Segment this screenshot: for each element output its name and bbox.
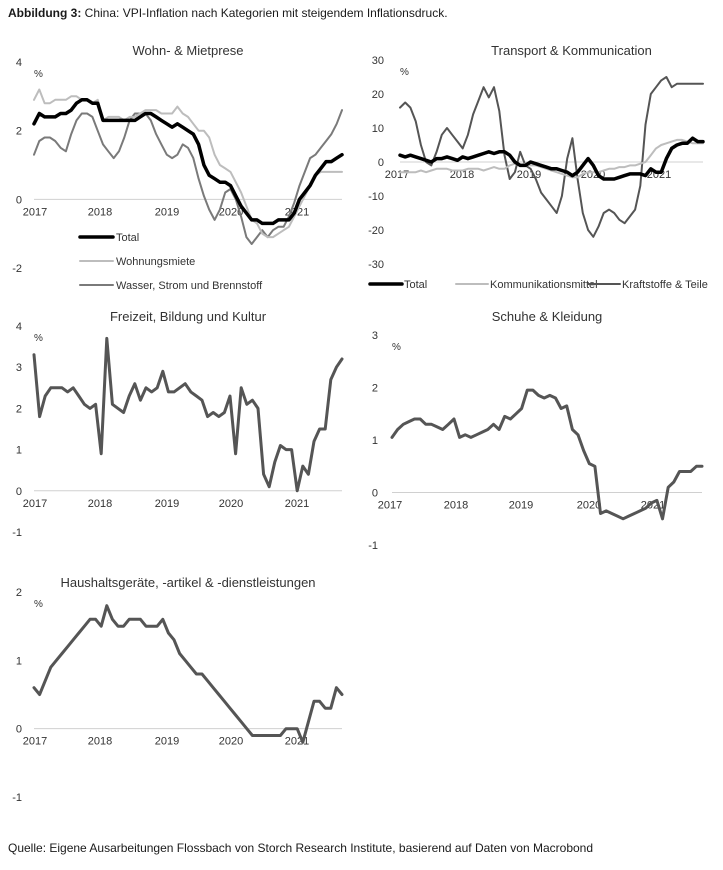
chart-transport: Transport & Kommunication 30 20 10 0 -10 -20 -3… <box>368 43 708 291</box>
x-tick-label: 2017 <box>23 736 47 748</box>
legend-label: Total <box>404 279 427 291</box>
y-tick-label: 0 <box>378 157 384 169</box>
y-tick-label: -1 <box>12 527 22 539</box>
series-line-wasser-strom-und-brennstoff <box>33 109 343 245</box>
y-tick-label: -1 <box>12 792 22 804</box>
x-tick-label: 2018 <box>88 736 112 748</box>
legend-label: Wasser, Strom und Brennstoff <box>116 280 263 292</box>
x-tick-label: 2017 <box>23 498 47 510</box>
x-tick-label: 2019 <box>155 498 179 510</box>
y-tick-label: 10 <box>372 123 384 135</box>
x-tick-label: 2018 <box>88 206 112 218</box>
series-line-total <box>32 98 344 226</box>
chart-title: Schuhe & Kleidung <box>492 309 603 324</box>
y-tick-label: -2 <box>12 263 22 275</box>
figure-title-text: China: VPI-Inflation nach Kategorien mit… <box>84 6 448 20</box>
x-tick-label: 2019 <box>155 206 179 218</box>
y-tick-label: 2 <box>16 403 22 415</box>
x-tick-label: 2020 <box>219 498 243 510</box>
y-tick-label: 2 <box>16 587 22 599</box>
x-tick-label: 2019 <box>517 169 541 181</box>
chart-title: Transport & Kommunication <box>491 43 652 58</box>
y-tick-label: 0 <box>16 486 22 498</box>
x-tick-label: 2018 <box>444 500 468 512</box>
unit-label: % <box>34 69 43 80</box>
y-tick-label: -30 <box>368 259 384 271</box>
y-tick-label: 3 <box>16 362 22 374</box>
series-line-haushalt <box>32 604 344 744</box>
x-tick-label: 2018 <box>88 498 112 510</box>
x-tick-label: 2017 <box>385 169 409 181</box>
legend-label: Wohnungsmiete <box>116 256 195 268</box>
legend-label: Kommunikationsmittel <box>490 279 598 291</box>
legend-label: Kraftstoffe & Teile <box>622 279 708 291</box>
chart-freizeit: Freizeit, Bildung und Kultur 4 3 2 1 0 -1% 2017… <box>12 309 344 539</box>
chart-title: Wohn- & Mietprese <box>132 43 243 58</box>
y-tick-label: 2 <box>372 383 378 395</box>
series-line-kraftstoffe-teile <box>399 76 704 238</box>
y-tick-label: 4 <box>16 57 22 69</box>
y-tick-label: 1 <box>16 445 22 457</box>
y-tick-label: 1 <box>372 435 378 447</box>
series-line-total <box>398 136 705 181</box>
x-tick-label: 2017 <box>23 206 47 218</box>
y-tick-label: -1 <box>368 540 378 552</box>
series-line-freizeit <box>32 336 344 493</box>
chart-title: Haushaltsgeräte, -artikel & -dienstleist… <box>60 575 315 590</box>
chart-title: Freizeit, Bildung und Kultur <box>110 309 267 324</box>
y-tick-label: -10 <box>368 191 384 203</box>
figure-label: Abbildung 3: <box>8 6 82 20</box>
chart-haushalt: Haushaltsgeräte, -artikel & -dienstleist… <box>12 575 344 804</box>
x-tick-label: 2018 <box>450 169 474 181</box>
x-tick-label: 2020 <box>577 500 601 512</box>
unit-label: % <box>392 342 401 353</box>
y-tick-label: 2 <box>16 126 22 138</box>
x-tick-label: 2019 <box>155 736 179 748</box>
x-tick-label: 2020 <box>219 736 243 748</box>
y-tick-label: 30 <box>372 55 384 67</box>
x-tick-label: 2020 <box>219 206 243 218</box>
unit-label: % <box>400 67 409 78</box>
y-tick-label: 3 <box>372 330 378 342</box>
figure-title: Abbildung 3: China: VPI-Inflation nach K… <box>8 6 448 20</box>
source-note: Quelle: Eigene Ausarbeitungen Flossbach … <box>8 841 594 855</box>
y-tick-label: 0 <box>16 194 22 206</box>
unit-label: % <box>34 333 43 344</box>
unit-label: % <box>34 599 43 610</box>
y-tick-label: -20 <box>368 225 384 237</box>
y-tick-label: 0 <box>372 488 378 500</box>
series-line-wohnungsmiete <box>33 88 343 239</box>
x-tick-label: 2017 <box>378 500 402 512</box>
legend-label: Total <box>116 232 139 244</box>
x-tick-label: 2019 <box>509 500 533 512</box>
y-tick-label: 0 <box>16 724 22 736</box>
series-line-schuhe <box>390 388 704 521</box>
y-tick-label: 1 <box>16 655 22 667</box>
y-tick-label: 4 <box>16 321 22 333</box>
chart-schuhe: Schuhe & Kleidung 3 2 1 0 -1% 2017 2018 2019 2020… <box>368 309 704 552</box>
x-tick-label: 2021 <box>285 498 309 510</box>
y-tick-label: 20 <box>372 89 384 101</box>
